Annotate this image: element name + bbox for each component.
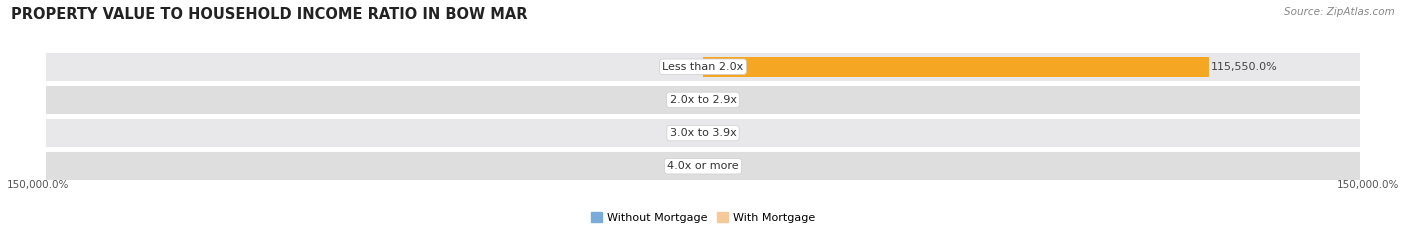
Text: 8.9%: 8.9% — [672, 95, 702, 105]
Text: 4.0x or more: 4.0x or more — [668, 161, 738, 171]
Text: Less than 2.0x: Less than 2.0x — [662, 62, 744, 72]
Text: 8.3%: 8.3% — [704, 128, 734, 138]
Bar — [46, 119, 1360, 147]
Bar — [46, 53, 1360, 81]
Text: Source: ZipAtlas.com: Source: ZipAtlas.com — [1284, 7, 1395, 17]
Bar — [703, 57, 1209, 77]
Text: PROPERTY VALUE TO HOUSEHOLD INCOME RATIO IN BOW MAR: PROPERTY VALUE TO HOUSEHOLD INCOME RATIO… — [11, 7, 527, 22]
Text: 3.0x to 3.9x: 3.0x to 3.9x — [669, 128, 737, 138]
Text: 15.0%: 15.0% — [704, 95, 741, 105]
Legend: Without Mortgage, With Mortgage: Without Mortgage, With Mortgage — [586, 208, 820, 227]
Text: 16.8%: 16.8% — [665, 128, 702, 138]
Text: 150,000.0%: 150,000.0% — [7, 180, 69, 190]
Text: 59.3%: 59.3% — [665, 161, 700, 171]
Text: 7.7%: 7.7% — [704, 161, 734, 171]
Text: 2.0x to 2.9x: 2.0x to 2.9x — [669, 95, 737, 105]
Text: 150,000.0%: 150,000.0% — [1337, 180, 1399, 190]
Bar — [46, 152, 1360, 180]
Text: 13.3%: 13.3% — [665, 62, 702, 72]
Text: 115,550.0%: 115,550.0% — [1211, 62, 1278, 72]
Bar — [46, 86, 1360, 114]
